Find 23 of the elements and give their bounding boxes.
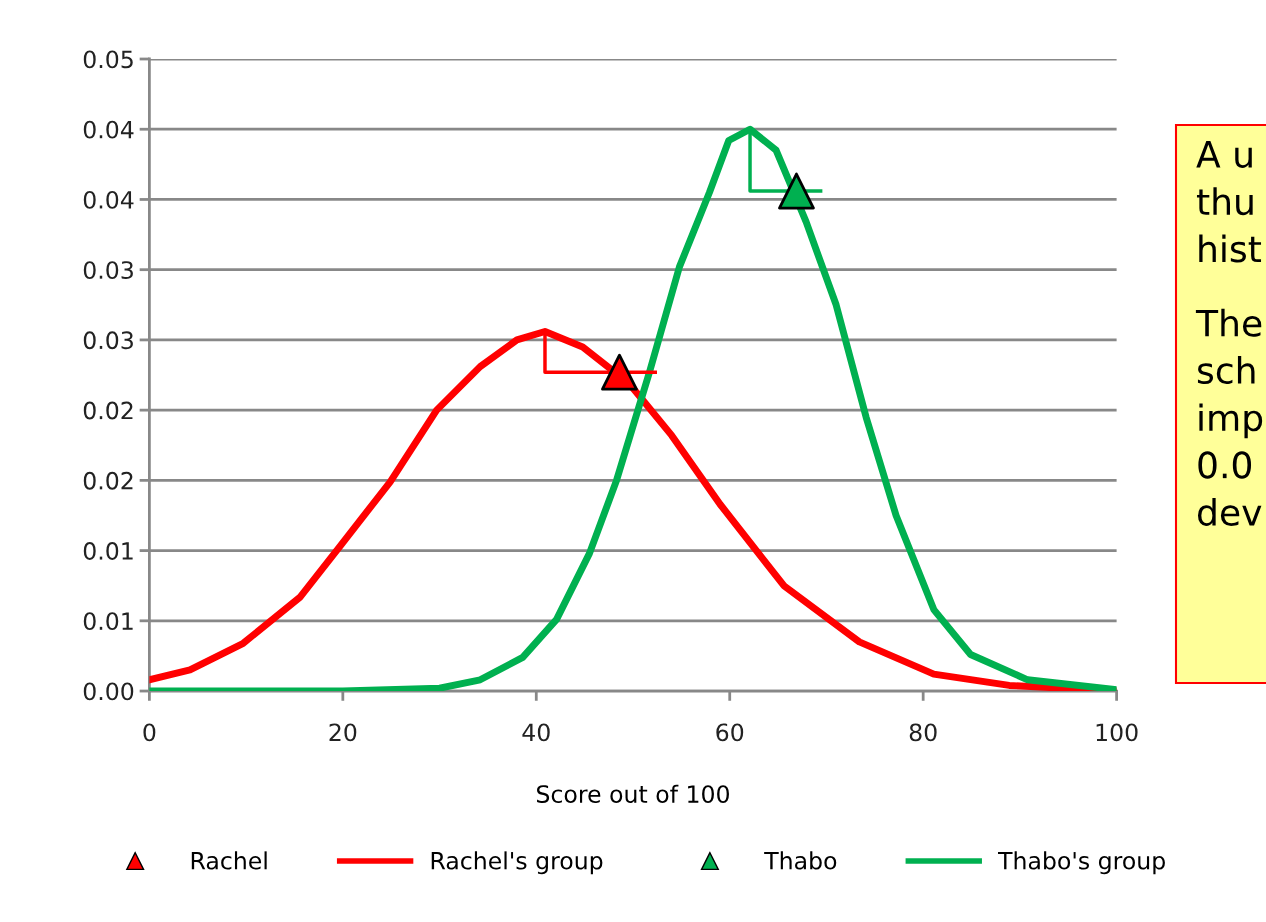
- x-tick-label: 80: [909, 723, 937, 742]
- y-tick-label: 0.04: [83, 190, 134, 209]
- x-tick-label: 40: [522, 723, 550, 742]
- legend-label: Rachel's group: [431, 851, 603, 875]
- text: The sch imp 0.0 dev: [1195, 308, 1263, 526]
- y-tick-label: 0.03: [83, 261, 133, 279]
- y-tick-label: 0.01: [83, 542, 133, 560]
- y-tick-label: 0.02: [83, 401, 133, 420]
- x-tick-label: 60: [716, 723, 744, 742]
- x-tick-label: 20: [329, 723, 357, 742]
- x-tick-label: 100: [1096, 723, 1138, 742]
- y-tick-label: 0.00: [83, 682, 134, 701]
- legend-label: Thabo: [764, 851, 837, 870]
- y-tick-label: 0.05: [83, 50, 133, 69]
- y-tick-label: 0.02: [83, 471, 133, 490]
- y-tick-label: 0.01: [83, 612, 133, 631]
- legend-label: Thabo's group: [998, 851, 1165, 875]
- y-tick-label: 0.04: [83, 120, 134, 139]
- legend-label: Rachel: [191, 851, 267, 870]
- x-axis-title: Score out of 100: [536, 784, 729, 803]
- y-tick-label: 0.03: [83, 331, 133, 350]
- x-tick-label: 0: [143, 723, 156, 742]
- text: A u thu hist: [1196, 141, 1262, 263]
